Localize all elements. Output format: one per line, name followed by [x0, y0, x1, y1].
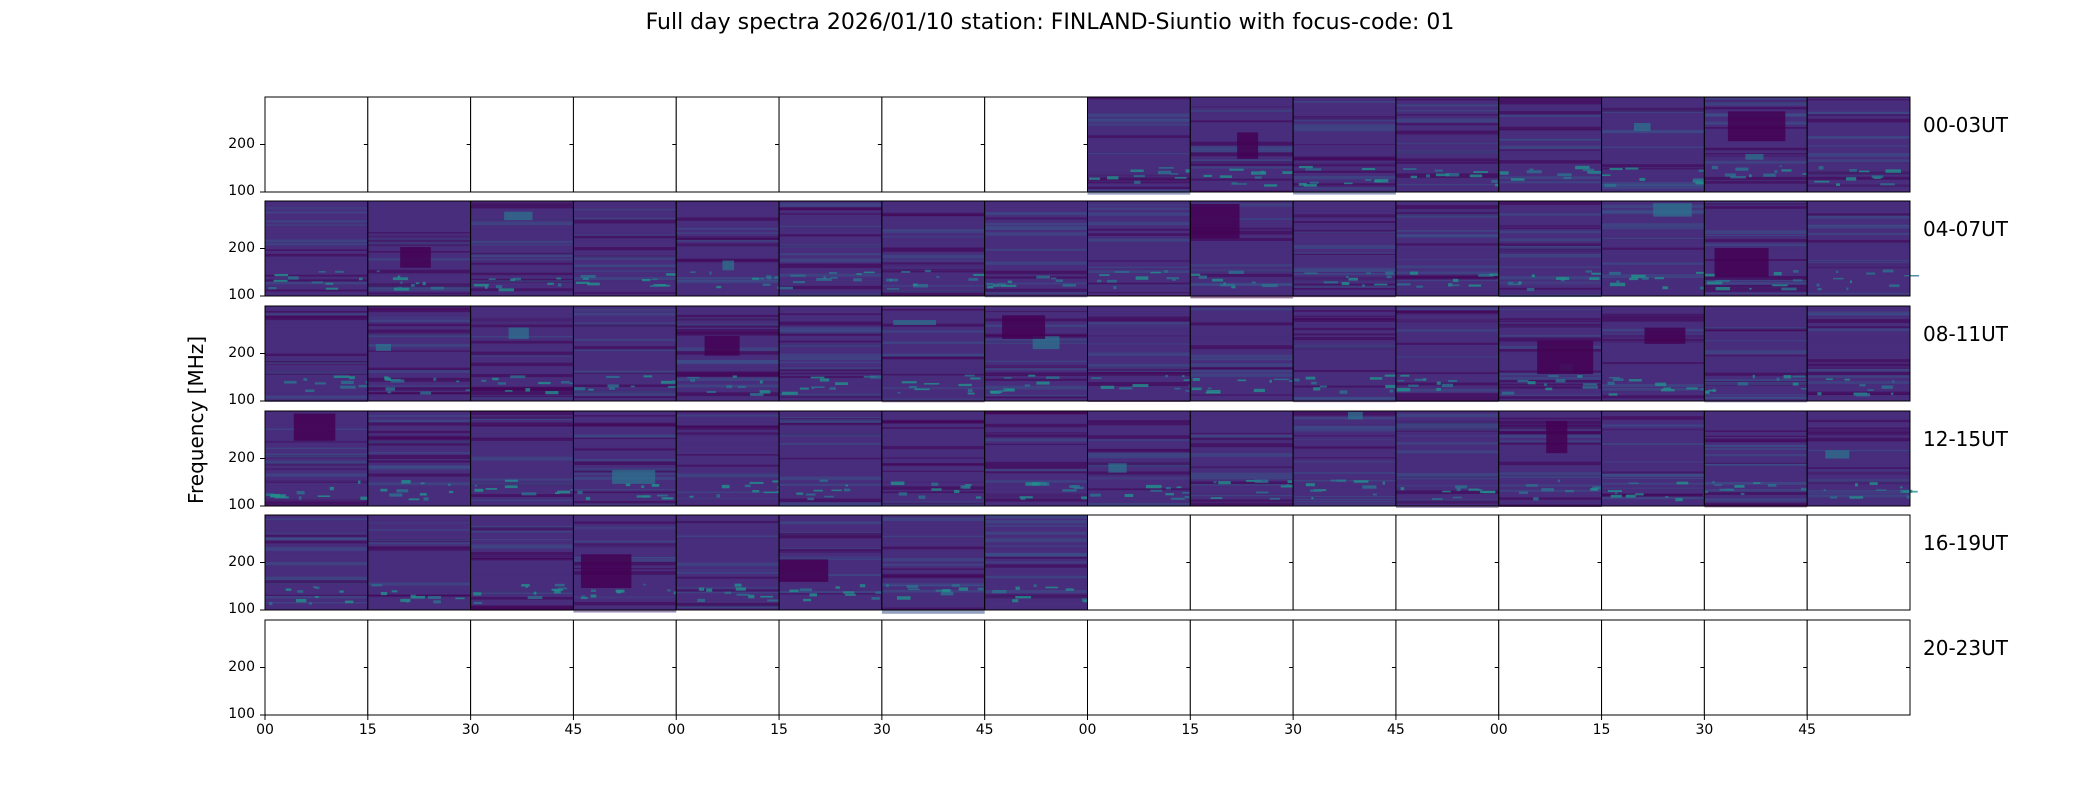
empty-panel	[470, 620, 574, 715]
x-tick-label: 15	[1181, 722, 1200, 738]
empty-panel	[779, 97, 882, 192]
panel-border	[1806, 514, 1911, 611]
empty-panel	[573, 97, 677, 192]
spectrum-panel	[984, 201, 1088, 296]
empty-panel	[1704, 620, 1808, 715]
y-tick-label: 200	[228, 658, 255, 675]
y-tick-label: 200	[228, 553, 255, 570]
empty-panel	[676, 97, 780, 192]
panel-border	[1806, 305, 1911, 402]
row-time-label: 04-07UT	[1923, 217, 2008, 241]
row-time-label: 00-03UT	[1923, 113, 2008, 137]
x-tick-label: 00	[667, 722, 686, 738]
empty-panel	[1293, 620, 1396, 715]
empty-panel	[1087, 515, 1191, 610]
empty-panel	[265, 97, 368, 192]
y-tick-label: 200	[228, 239, 255, 256]
row-time-label: 08-11UT	[1923, 322, 2008, 346]
y-tick-label: 200	[228, 449, 255, 466]
panel-border	[1806, 410, 1911, 507]
y-tick-label: 100	[228, 497, 255, 513]
empty-panel	[1807, 620, 1910, 715]
row-time-label: 12-15UT	[1923, 427, 2008, 451]
y-tick-label: 100	[228, 287, 255, 303]
spectrum-panel	[1190, 411, 1294, 506]
empty-panel	[1498, 620, 1602, 715]
empty-panel	[1395, 620, 1499, 715]
empty-panel	[881, 620, 985, 715]
empty-panel	[984, 620, 1088, 715]
empty-panel	[1190, 620, 1294, 715]
empty-panel	[779, 620, 882, 715]
empty-panel	[984, 97, 1088, 192]
spectrum-panel	[470, 515, 574, 610]
x-tick-label: 30	[872, 722, 891, 738]
empty-panel	[573, 620, 677, 715]
panel-border	[1806, 96, 1911, 193]
empty-panel	[265, 620, 368, 715]
panel-border	[1806, 200, 1911, 297]
x-tick-label: 30	[1695, 722, 1714, 738]
empty-panel	[1190, 515, 1294, 610]
y-tick-label: 200	[228, 344, 255, 361]
x-tick-label: 00	[256, 722, 274, 738]
empty-panel	[1807, 515, 1910, 610]
empty-panel	[676, 620, 780, 715]
empty-panel	[1601, 515, 1705, 610]
y-tick-label: 100	[228, 601, 255, 617]
empty-panel	[1395, 515, 1499, 610]
x-tick-label: 45	[975, 722, 994, 738]
x-tick-label: 45	[1798, 722, 1817, 738]
chart-title: Full day spectra 2026/01/10 station: FIN…	[645, 10, 1455, 35]
empty-panel	[1601, 620, 1705, 715]
spectrum-panel	[573, 411, 677, 506]
empty-panel	[367, 97, 471, 192]
row-time-label: 20-23UT	[1923, 636, 2008, 660]
x-tick-label: 00	[1078, 722, 1097, 738]
y-tick-label: 100	[228, 706, 255, 722]
empty-panel	[881, 97, 985, 192]
x-tick-label: 00	[1489, 722, 1508, 738]
empty-panel	[1704, 515, 1808, 610]
empty-panel	[1293, 515, 1396, 610]
empty-panel	[367, 620, 471, 715]
x-tick-label: 15	[358, 722, 377, 738]
y-tick-label: 100	[228, 392, 255, 408]
y-tick-label: 100	[228, 183, 255, 199]
x-tick-label: 45	[1387, 722, 1405, 738]
x-tick-label: 45	[564, 722, 583, 738]
empty-panel	[470, 97, 574, 192]
x-tick-label: 15	[770, 722, 788, 738]
y-tick-label: 200	[228, 135, 255, 152]
empty-panel	[1087, 620, 1191, 715]
row-time-label: 16-19UT	[1923, 531, 2008, 555]
x-tick-label: 15	[1592, 722, 1611, 738]
empty-panel	[1498, 515, 1602, 610]
x-tick-label: 30	[461, 722, 480, 738]
panel-border	[1806, 619, 1911, 716]
x-tick-label: 30	[1284, 722, 1303, 738]
